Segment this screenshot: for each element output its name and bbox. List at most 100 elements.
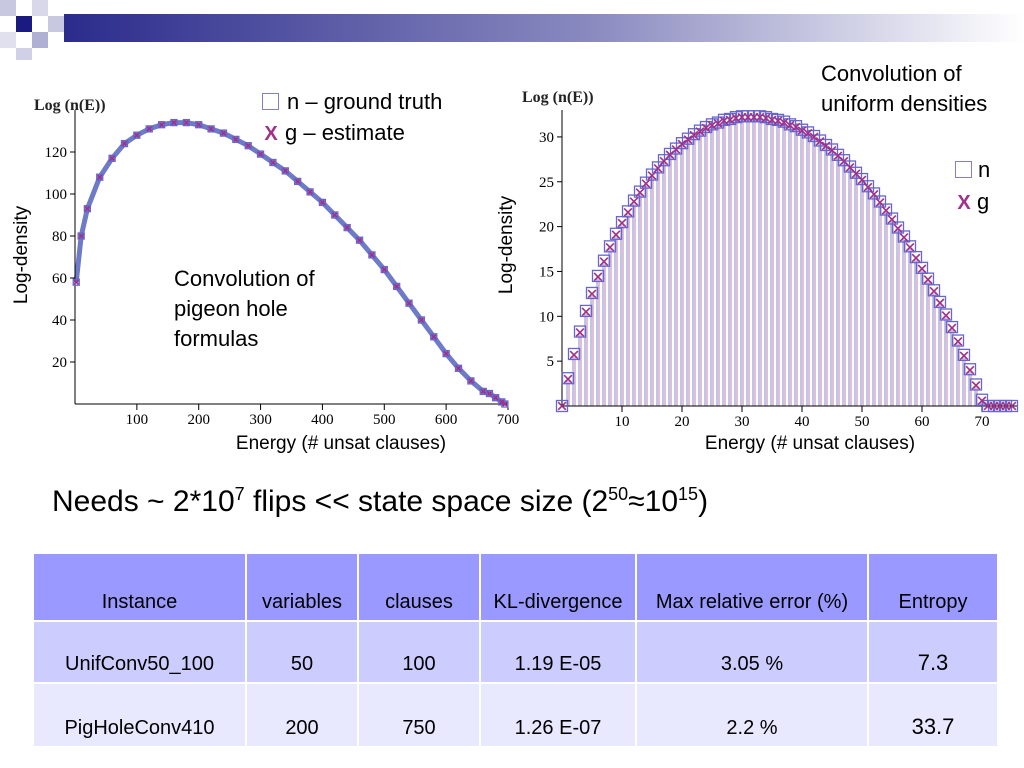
y-tick-label: 60 [52,271,67,287]
x-mark-stroke [73,279,79,285]
data-point-g [809,132,819,142]
data-point-g [208,126,214,132]
x-mark-stroke [641,179,651,188]
x-mark-stroke [344,224,350,231]
table-cell: 33.7 [868,683,999,748]
y-axis-label: Log-density [496,195,517,294]
column-header: clauses [358,554,481,622]
x-mark-stroke [893,223,903,233]
x-mark-stroke [695,127,705,136]
data-point-n [380,265,388,274]
x-mark-stroke [486,390,493,397]
x-tick-label: 300 [249,412,272,428]
data-point-g [947,323,957,333]
x-mark-stroke [923,275,933,284]
data-point-g [695,127,705,136]
x-mark-stroke [731,113,741,123]
x-mark-stroke [109,155,115,161]
column-header: KL-divergence [480,554,637,622]
x-mark-stroke [605,242,615,252]
table-cell: UnifConv50_100 [34,621,247,684]
data-point-g [158,122,165,128]
y-tick-label: 100 [45,187,68,203]
data-point-g [857,175,867,185]
x-mark-stroke [575,328,585,337]
data-point-g [468,378,474,384]
x-mark-stroke [480,388,486,395]
data-point-n [393,282,401,291]
data-point-g [109,155,115,161]
header-gradient-bar [64,14,1024,42]
data-point-n [318,198,327,207]
x-mark-stroke [677,139,687,149]
table-row: PigHoleConv410 200 750 1.26 E-07 2.2 % 3… [34,683,999,748]
x-mark-stroke [875,197,885,207]
legend-right-label-n: n [978,157,991,182]
x-mark-stroke [833,151,843,161]
headline-prefix: Needs ~ 2*10 [52,485,235,518]
x-axis-label: Energy (# unsat clauses) [236,433,446,454]
data-point-g [270,159,276,166]
data-point-g [599,257,609,267]
data-point-g [78,233,84,239]
data-point-n [485,389,494,398]
data-point-g [803,128,813,138]
x-mark-stroke [1007,401,1017,411]
table-cell: 7.3 [868,621,999,684]
data-point-g [911,253,921,263]
x-mark-stroke [599,257,609,267]
data-point-n [933,295,947,309]
table-cell: 100 [358,621,481,684]
x-mark-stroke [905,242,915,252]
data-point-g [257,151,264,157]
data-point-g [295,178,301,185]
x-mark-stroke [196,122,202,128]
data-point-g [611,230,621,240]
y-tick-label: 25 [539,175,554,191]
x-mark-stroke [647,171,657,180]
data-point-g [381,266,387,273]
legend-right-item-n: n [955,154,990,186]
headline: Needs ~ 2*107 flips << state space size … [52,484,708,519]
x-mark-stroke [455,365,462,371]
data-point-g [869,189,879,199]
data-point-g [689,130,699,140]
data-point-g [282,168,288,174]
data-point-g [701,123,711,133]
data-point-g [1007,401,1017,411]
data-point-g [587,289,597,299]
x-mark-stroke [869,189,879,199]
data-point-g [653,163,663,173]
headline-approx: ≈10 [628,485,679,518]
data-point-n [591,269,605,283]
data-point-n [256,150,265,158]
x-mark-stroke [134,132,140,138]
x-mark-stroke [557,401,567,411]
data-point-n [921,272,935,285]
left-chart-note: Convolution of pigeon hole formulas [174,264,315,354]
data-point-g [647,171,657,180]
x-mark-stroke [587,289,597,299]
data-point-g [641,179,651,188]
x-mark-stroke [935,298,945,308]
x-mark-stroke [911,253,921,263]
data-point-g [97,174,103,180]
deco-square [16,16,32,32]
data-point-g [959,351,969,361]
data-point-n [969,378,983,391]
x-mark-stroke [803,128,813,138]
data-point-g [369,252,375,258]
x-mark-stroke [356,237,363,243]
x-mark-stroke [977,396,987,406]
data-point-g [344,224,350,231]
x-tick-label: 60 [915,414,930,430]
x-mark-stroke [257,151,264,157]
x-mark-stroke [701,123,711,133]
data-point-g [581,307,591,317]
data-point-n [454,364,463,372]
data-point-g [307,189,313,195]
x-mark-stroke [887,215,897,224]
note-line: uniform densities [821,91,988,116]
y-axis-label: Log-density [11,205,32,304]
